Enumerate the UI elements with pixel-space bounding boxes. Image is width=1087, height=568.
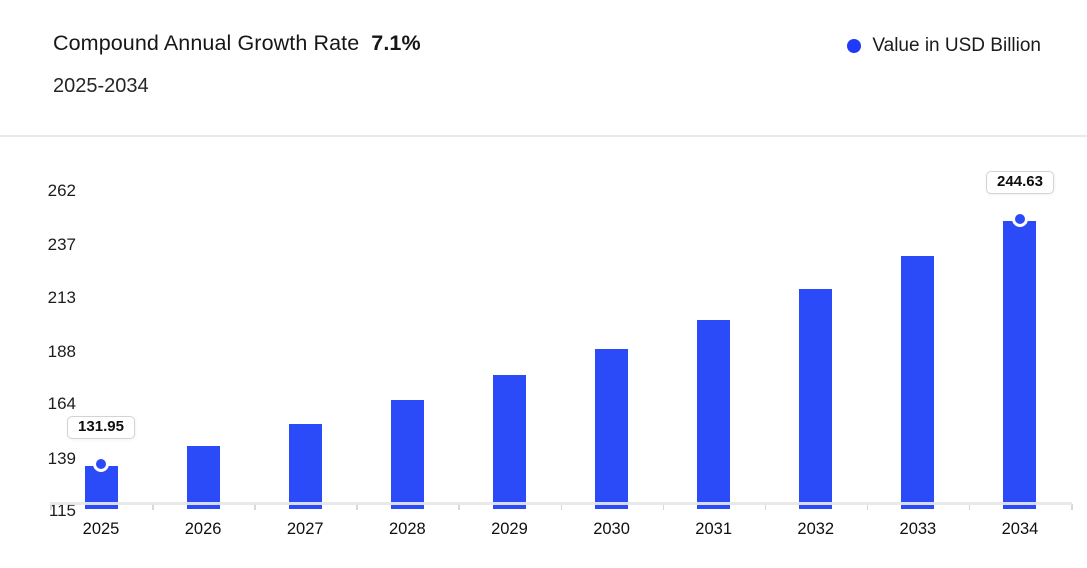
x-axis-label-2034: 2034 [1001, 520, 1039, 538]
data-point-marker-2025[interactable] [93, 456, 109, 473]
bar-2033[interactable] [901, 256, 935, 509]
bar-2032[interactable] [799, 289, 833, 509]
x-axis-tick [458, 504, 460, 510]
data-point-marker-2034[interactable] [1011, 210, 1028, 227]
bar-2029[interactable] [492, 375, 526, 509]
x-axis-label-2028: 2028 [388, 520, 426, 538]
chart-title: Compound Annual Growth Rate [53, 31, 360, 55]
bar-2031[interactable] [697, 319, 731, 509]
x-axis-tick [152, 504, 154, 510]
x-axis-label-2031: 2031 [695, 520, 733, 538]
x-axis-tick [662, 504, 665, 510]
y-axis-label-213: 213 [47, 287, 76, 307]
y-axis-label-115: 115 [48, 501, 76, 520]
x-axis-label-2032: 2032 [797, 520, 835, 538]
y-axis-label-262: 262 [47, 181, 76, 200]
x-axis-label-2027: 2027 [286, 520, 324, 538]
x-axis-tick [50, 504, 52, 510]
y-axis-label-164: 164 [47, 394, 76, 414]
chart-subtitle: 2025-2034 [53, 75, 149, 97]
x-axis-tick [968, 504, 971, 510]
legend-item[interactable]: Value in USD Billion [847, 35, 1041, 57]
bar-2030[interactable] [595, 348, 629, 509]
x-axis-label-2029: 2029 [491, 520, 528, 538]
value-label-2025: 131.95 [67, 416, 135, 440]
header-divider [0, 135, 1087, 137]
bar-2025[interactable] [84, 466, 118, 509]
x-axis-tick [356, 504, 358, 510]
legend-dot-icon [847, 39, 862, 53]
bar-2027[interactable] [288, 423, 322, 509]
y-axis-label-237: 237 [47, 235, 76, 255]
x-axis-tick [560, 504, 563, 510]
y-axis-label-188: 188 [47, 342, 76, 362]
x-axis-label-2025: 2025 [82, 520, 120, 538]
x-axis-label-2033: 2033 [899, 520, 937, 538]
x-axis-label-2030: 2030 [593, 520, 630, 538]
x-axis-tick [1071, 504, 1073, 510]
chart-title-row: Compound Annual Growth Rate 7.1% [53, 31, 421, 56]
legend-label: Value in USD Billion [872, 35, 1041, 56]
y-axis-label-139: 139 [47, 448, 76, 468]
x-axis-tick [764, 504, 767, 510]
x-axis-tick [254, 504, 256, 510]
bar-2034[interactable] [1003, 220, 1037, 509]
x-axis-label-2026: 2026 [184, 520, 222, 538]
value-label-2034: 244.63 [986, 170, 1054, 194]
x-axis-line [50, 502, 1072, 505]
cagr-value: 7.1% [371, 31, 421, 55]
bar-2026[interactable] [186, 445, 220, 509]
x-axis-tick [866, 504, 869, 510]
bar-2028[interactable] [390, 400, 424, 509]
